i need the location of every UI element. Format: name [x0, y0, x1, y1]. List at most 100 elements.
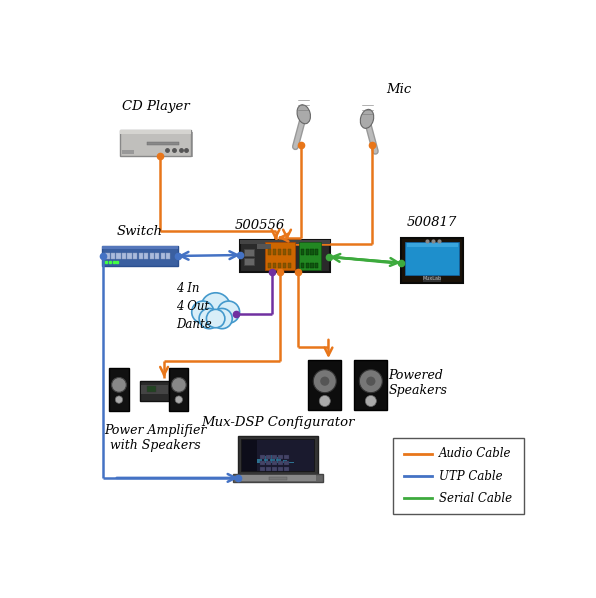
Bar [423, 276, 441, 282]
FancyBboxPatch shape [122, 132, 193, 157]
Bar [272, 461, 277, 465]
Bar [260, 455, 265, 459]
Bar [284, 455, 289, 459]
Circle shape [172, 377, 186, 392]
Bar [301, 249, 305, 255]
Bar [299, 242, 321, 270]
Bar [273, 249, 276, 255]
FancyBboxPatch shape [401, 238, 463, 283]
Circle shape [366, 377, 375, 386]
Bar [161, 253, 164, 259]
Text: Powered
Speakers: Powered Speakers [389, 368, 447, 396]
Bar [268, 263, 271, 269]
Circle shape [320, 377, 330, 386]
Bar [405, 242, 460, 275]
Circle shape [199, 309, 219, 329]
Circle shape [201, 293, 231, 322]
Bar [138, 253, 142, 259]
Bar [311, 263, 313, 269]
Bar [278, 249, 281, 255]
FancyBboxPatch shape [139, 381, 170, 401]
Circle shape [319, 395, 330, 407]
Text: Audio Cable: Audio Cable [439, 447, 511, 460]
Circle shape [212, 309, 232, 329]
Bar [133, 253, 137, 259]
Text: Mux-DSP Configurator: Mux-DSP Configurator [201, 416, 355, 429]
Circle shape [175, 396, 182, 403]
Bar [260, 461, 265, 465]
Circle shape [365, 395, 376, 407]
Bar [265, 242, 295, 270]
Bar [288, 249, 291, 255]
Bar [102, 246, 178, 249]
Bar [144, 253, 148, 259]
Text: 4 In
4 Out
Dante: 4 In 4 Out Dante [176, 282, 212, 331]
Circle shape [206, 309, 225, 328]
Bar [240, 240, 330, 243]
Bar [278, 455, 283, 459]
Bar [105, 253, 110, 259]
FancyBboxPatch shape [120, 130, 191, 156]
Bar [278, 263, 281, 269]
Bar [278, 467, 283, 471]
Text: Mic: Mic [386, 83, 411, 96]
Bar [311, 249, 313, 255]
Bar [272, 467, 277, 471]
Circle shape [313, 370, 336, 393]
Bar [266, 467, 271, 471]
Bar [240, 475, 316, 481]
Text: 500556: 500556 [234, 219, 284, 232]
Bar [141, 385, 168, 394]
FancyBboxPatch shape [308, 359, 342, 410]
Bar [277, 457, 281, 463]
Bar [111, 253, 115, 259]
Ellipse shape [297, 105, 311, 124]
Bar [155, 253, 159, 259]
Circle shape [111, 377, 126, 392]
Bar [122, 150, 134, 154]
Bar [288, 263, 291, 269]
Bar [406, 243, 458, 247]
FancyBboxPatch shape [169, 368, 188, 411]
Bar [268, 249, 271, 255]
Bar [244, 258, 254, 265]
Bar [283, 263, 286, 269]
Bar [315, 263, 318, 269]
Text: Serial Cable: Serial Cable [439, 492, 511, 505]
Bar [273, 263, 276, 269]
Bar [128, 253, 132, 259]
Bar [116, 253, 120, 259]
FancyBboxPatch shape [233, 474, 322, 483]
Bar [278, 461, 283, 465]
FancyBboxPatch shape [102, 246, 178, 266]
Text: UTP Cable: UTP Cable [439, 469, 502, 483]
Bar [241, 439, 315, 471]
Bar [289, 462, 294, 463]
Text: 500817: 500817 [407, 216, 457, 229]
Bar [283, 249, 286, 255]
Bar [257, 459, 262, 463]
Bar [150, 253, 154, 259]
FancyBboxPatch shape [354, 359, 387, 410]
Bar [272, 455, 277, 459]
Bar [284, 461, 289, 465]
FancyBboxPatch shape [109, 368, 129, 411]
Bar [166, 253, 170, 259]
Bar [266, 461, 271, 465]
Bar [315, 249, 318, 255]
Bar [301, 263, 305, 269]
Bar [147, 386, 156, 392]
Circle shape [115, 396, 123, 403]
Bar [269, 477, 287, 480]
Bar [266, 455, 271, 459]
Circle shape [192, 301, 214, 323]
Bar [283, 460, 287, 463]
Bar [122, 253, 126, 259]
FancyBboxPatch shape [393, 438, 524, 514]
Bar [306, 249, 309, 255]
Bar [257, 243, 271, 249]
Text: CD Player: CD Player [122, 100, 190, 113]
Bar [147, 142, 179, 145]
FancyBboxPatch shape [240, 240, 330, 271]
Bar [244, 249, 254, 256]
